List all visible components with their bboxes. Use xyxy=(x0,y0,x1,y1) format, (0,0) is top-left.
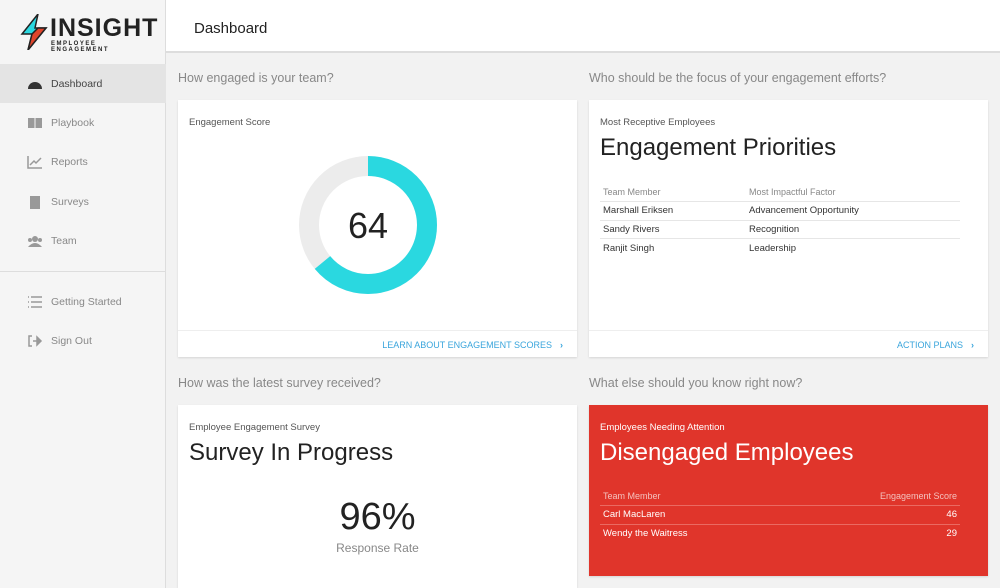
card-title: Disengaged Employees xyxy=(600,439,854,466)
sidebar-item-getting-started[interactable]: Getting Started xyxy=(0,282,166,321)
sidebar-item-dashboard[interactable]: Dashboard xyxy=(0,64,166,103)
cell: Wendy the Waitress xyxy=(600,523,785,543)
engagement-donut: 64 xyxy=(299,156,437,294)
action-plans-link[interactable]: ACTION PLANS › xyxy=(589,330,988,357)
section-heading: What else should you know right now? xyxy=(589,376,803,390)
engagement-score-card: Engagement Score 64 LEARN ABOUT ENGAGEME… xyxy=(178,100,577,357)
link-label: ACTION PLANS xyxy=(896,340,963,350)
learn-engagement-link[interactable]: LEARN ABOUT ENGAGEMENT SCORES › xyxy=(178,330,577,357)
column-header: Engagement Score xyxy=(879,491,957,501)
sidebar-item-label: Sign Out xyxy=(51,334,92,347)
chevron-right-icon: › xyxy=(560,340,563,350)
book-icon xyxy=(28,117,42,128)
table-row[interactable]: Ranjit Singh Leadership xyxy=(600,238,960,257)
brand-name: INSIGHT xyxy=(50,14,159,42)
brand-tagline: EMPLOYEE ENGAGEMENT xyxy=(51,41,110,53)
card-label: Employees Needing Attention xyxy=(600,422,725,433)
cell: Advancement Opportunity xyxy=(746,201,960,220)
section-heading: How was the latest survey received? xyxy=(178,376,381,390)
table-row[interactable]: Wendy the Waitress 29 xyxy=(600,523,960,543)
sidebar-item-label: Getting Started xyxy=(51,295,122,308)
chevron-right-icon: › xyxy=(971,340,974,350)
disengaged-table: Team Member Engagement Score Carl MacLare… xyxy=(600,487,960,543)
logo[interactable]: INSIGHT EMPLOYEE ENGAGEMENT xyxy=(20,14,157,53)
card-title: Survey In Progress xyxy=(189,439,394,466)
engagement-priorities-card: Most Receptive Employees Engagement Prio… xyxy=(589,100,988,357)
priorities-table: Team Member Most Impactful Factor Marshal… xyxy=(600,183,960,257)
sidebar-item-reports[interactable]: Reports xyxy=(0,142,166,181)
cell: 29 xyxy=(784,523,960,543)
donut-arc xyxy=(299,156,437,294)
cell: Sandy Rivers xyxy=(600,219,746,239)
table-row[interactable]: Marshall Eriksen Advancement Opportunity xyxy=(600,201,960,220)
cell: Recognition xyxy=(746,219,960,239)
survey-card: Employee Engagement Survey Survey In Pro… xyxy=(178,405,577,588)
response-rate-value: 96% xyxy=(339,496,416,538)
table-row[interactable]: Carl MacLaren 46 xyxy=(600,505,960,524)
card-label: Most Receptive Employees xyxy=(600,117,716,128)
clipboard-icon xyxy=(30,195,40,209)
link-label: LEARN ABOUT ENGAGEMENT SCORES xyxy=(382,340,552,350)
column-header: Team Member xyxy=(603,491,661,501)
sidebar: INSIGHT EMPLOYEE ENGAGEMENT Dashboard Pl… xyxy=(0,0,166,588)
sign-out-icon xyxy=(28,334,43,347)
sidebar-item-label: Playbook xyxy=(51,116,95,129)
sidebar-item-label: Surveys xyxy=(51,195,89,208)
card-label: Engagement Score xyxy=(189,117,271,128)
card-title: Engagement Priorities xyxy=(600,134,837,161)
users-icon xyxy=(28,235,42,247)
sidebar-item-sign-out[interactable]: Sign Out xyxy=(0,321,166,360)
sidebar-item-surveys[interactable]: Surveys xyxy=(0,182,166,221)
section-heading: Who should be the focus of your engageme… xyxy=(589,71,887,85)
gauge-icon xyxy=(28,81,42,89)
sidebar-item-label: Dashboard xyxy=(51,77,103,90)
score-value: 64 xyxy=(348,205,388,246)
disengaged-employees-card: Employees Needing Attention Disengaged E… xyxy=(589,405,988,576)
lightning-logo-icon xyxy=(20,14,48,50)
cell: Marshall Eriksen xyxy=(600,201,746,220)
response-rate-label: Response Rate xyxy=(336,541,419,555)
sidebar-item-team[interactable]: Team xyxy=(0,221,166,260)
header: Dashboard xyxy=(166,0,1000,53)
cell: Leadership xyxy=(746,238,960,257)
sidebar-item-label: Team xyxy=(51,234,77,247)
cell: 46 xyxy=(784,505,960,524)
card-label: Employee Engagement Survey xyxy=(189,422,320,433)
cell: Ranjit Singh xyxy=(600,238,746,257)
table-row[interactable]: Sandy Rivers Recognition xyxy=(600,219,960,239)
list-icon xyxy=(28,295,42,308)
column-header: Most Impactful Factor xyxy=(749,187,836,197)
chart-icon xyxy=(27,155,42,169)
column-header: Team Member xyxy=(603,187,661,197)
sidebar-item-label: Reports xyxy=(51,155,88,168)
sidebar-divider xyxy=(0,271,166,272)
sidebar-item-playbook[interactable]: Playbook xyxy=(0,103,166,142)
page-title: Dashboard xyxy=(194,20,268,37)
cell: Carl MacLaren xyxy=(600,505,785,524)
section-heading: How engaged is your team? xyxy=(178,71,334,85)
